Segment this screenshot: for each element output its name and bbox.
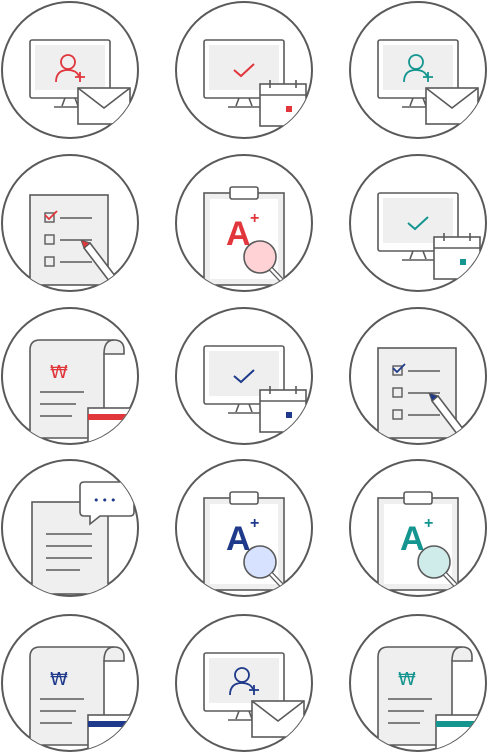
grade-plus: +	[250, 210, 259, 227]
bill-card-icon: ₩	[0, 613, 140, 753]
icon-svg: A +	[349, 459, 487, 597]
grade-letter: A	[226, 520, 251, 558]
icon-svg: ₩	[1, 614, 139, 752]
currency-symbol: ₩	[50, 362, 68, 383]
icon-svg: ₩	[349, 614, 487, 752]
currency-symbol: ₩	[50, 669, 68, 690]
monitor-check-calendar-icon	[348, 153, 488, 293]
icon-svg: A +	[175, 154, 313, 292]
icon-svg: •••	[1, 459, 139, 597]
envelope-icon	[251, 700, 305, 738]
document-chat-icon: •••	[0, 458, 140, 598]
envelope-icon	[425, 87, 479, 125]
user-add-icon	[229, 667, 259, 696]
grade-letter: A	[226, 215, 251, 253]
check-icon	[233, 63, 255, 78]
checklist-icon	[377, 347, 457, 439]
icon-svg	[175, 307, 313, 445]
checklist-icon	[29, 194, 109, 286]
currency-symbol: ₩	[398, 669, 416, 690]
credit-card-icon	[87, 407, 138, 443]
chat-bubble-icon: •••	[79, 481, 135, 526]
calendar-icon	[433, 233, 481, 280]
checklist-pencil-icon	[0, 153, 140, 293]
grade-plus: +	[250, 515, 259, 532]
icon-svg: ₩	[1, 307, 139, 445]
bill-card-icon: ₩	[348, 613, 488, 753]
calendar-icon	[259, 386, 307, 433]
clipboard-grade-icon: A +	[174, 458, 314, 598]
credit-card-icon	[87, 714, 138, 750]
clipboard-grade-icon: A +	[174, 153, 314, 293]
icon-svg	[175, 1, 313, 139]
monitor-check-calendar-icon	[174, 306, 314, 446]
credit-card-icon	[435, 714, 486, 750]
envelope-icon	[77, 87, 131, 125]
user-add-icon	[55, 54, 85, 83]
monitor-icon	[377, 39, 459, 108]
chat-dots: •••	[93, 494, 118, 507]
icon-svg	[349, 307, 487, 445]
icon-svg	[1, 154, 139, 292]
monitor-icon	[29, 39, 111, 108]
check-icon	[407, 216, 429, 231]
icon-svg	[1, 1, 139, 139]
monitor-icon	[377, 192, 459, 261]
clipboard-icon: A +	[203, 186, 285, 286]
monitor-user-mail-icon	[348, 0, 488, 140]
icon-svg: A +	[175, 459, 313, 597]
monitor-check-calendar-icon	[174, 0, 314, 140]
user-add-icon	[403, 54, 433, 83]
monitor-user-mail-icon	[174, 613, 314, 753]
clipboard-grade-icon: A +	[348, 458, 488, 598]
monitor-icon	[203, 652, 285, 721]
checklist-pencil-icon	[348, 306, 488, 446]
icon-svg	[349, 154, 487, 292]
check-icon	[233, 369, 255, 384]
grade-letter: A	[400, 520, 425, 558]
monitor-user-mail-icon	[0, 0, 140, 140]
bill-card-icon: ₩	[0, 306, 140, 446]
calendar-icon	[259, 80, 307, 127]
grade-plus: +	[424, 515, 433, 532]
icon-svg	[175, 614, 313, 752]
icon-svg	[349, 1, 487, 139]
